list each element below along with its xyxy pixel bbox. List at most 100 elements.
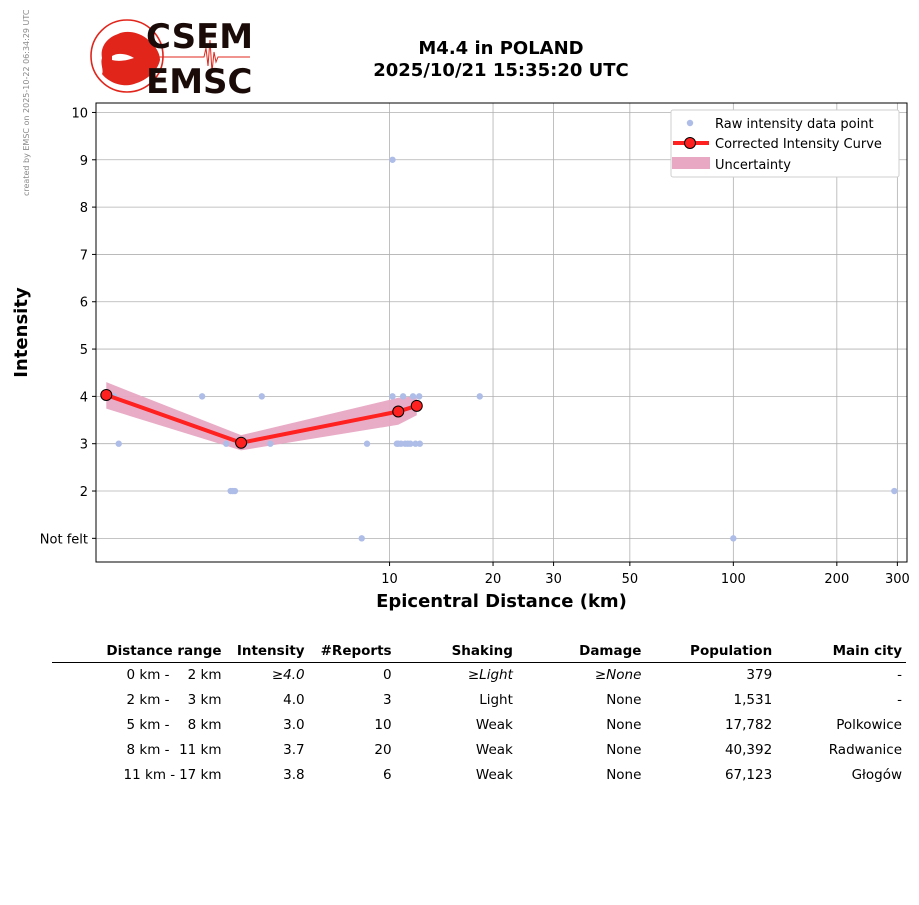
raw-data-point (407, 440, 414, 447)
cell-population: 379 (746, 667, 773, 683)
cell-reports: 10 (374, 717, 392, 733)
raw-data-point (399, 393, 407, 400)
distance-to: 8 km (187, 717, 222, 733)
cell-shaking: ≥Light (467, 667, 513, 683)
logo-globe-ring (90, 19, 164, 93)
cell-damage: None (606, 717, 642, 733)
x-tick-label: 200 (824, 572, 849, 587)
raw-data-point (198, 393, 206, 400)
header-shaking: Shaking (395, 639, 517, 663)
cell-population: 67,123 (724, 767, 773, 783)
distance-from: 0 km - (126, 667, 170, 683)
cell-reports: 20 (374, 742, 392, 758)
uncertainty-band (106, 382, 417, 451)
header-intensity: Intensity (225, 639, 309, 663)
cell-intensity: ≥4.0 (271, 667, 305, 683)
raw-data-point (223, 440, 230, 447)
table-row: 0 km - 2 km ≥4.0 0 ≥Light ≥None 379 - (52, 663, 906, 689)
x-tick-label: 300 (885, 572, 910, 587)
cell-damage: None (606, 767, 642, 783)
cell-damage: ≥None (594, 667, 642, 683)
table-row: 8 km - 11 km 3.7 20 Weak None 40,392 Radwanice (52, 738, 906, 763)
y-axis-title: Intensity (11, 287, 32, 378)
cell-population: 17,782 (724, 717, 773, 733)
cell-population: 1,531 (733, 692, 773, 708)
cell-intensity: 4.0 (283, 692, 305, 708)
header-population: Population (645, 639, 777, 663)
table-header-row: Distance range Intensity #Reports Shakin… (52, 639, 906, 663)
distance-to: 2 km (187, 667, 222, 683)
cell-shaking: Light (479, 692, 513, 708)
header-distance-range: Distance range (52, 639, 226, 663)
corrected-intensity-line (105, 393, 418, 445)
header-damage: Damage (516, 639, 646, 663)
header-main-city: Main city (776, 639, 906, 663)
y-tick-label: 5 (80, 343, 88, 358)
cell-reports: 0 (382, 667, 392, 683)
y-tick-label: 6 (80, 296, 88, 311)
cell-main-city: Polkowice (836, 717, 902, 733)
table-row: 2 km - 3 km 4.0 3 Light None 1,531 - (52, 688, 906, 713)
cell-main-city: - (897, 692, 902, 708)
raw-data-point (416, 440, 424, 447)
y-tick-label: 3 (80, 438, 88, 453)
legend-curve-marker (684, 137, 696, 149)
csem-emsc-logo: CSEM EMSC (90, 18, 253, 98)
corrected-curve-marker (235, 436, 248, 449)
distance-to: 11 km (179, 742, 222, 758)
distance-from: 11 km - (123, 767, 176, 783)
legend-box (670, 109, 900, 178)
table-body: 0 km - 2 km ≥4.0 0 ≥Light ≥None 379 - 2 km - 3 km… (52, 663, 906, 789)
cell-population: 40,392 (724, 742, 773, 758)
raw-data-point (358, 535, 365, 542)
raw-data-point (409, 393, 417, 400)
x-tick-label: 50 (622, 572, 639, 587)
intensity-summary-table: Distance range Intensity #Reports Shakin… (52, 639, 906, 788)
raw-data-point (389, 156, 396, 163)
distance-from: 2 km - (126, 692, 170, 708)
raw-data-point (730, 535, 737, 542)
y-tick-label: 9 (80, 154, 88, 169)
logo-europe-gap (112, 53, 134, 61)
table-row: 5 km - 8 km 3.0 10 Weak None 17,782 Polkowice (52, 713, 906, 738)
cell-reports: 6 (382, 767, 392, 783)
cell-damage: None (606, 692, 642, 708)
raw-data-point (267, 440, 274, 447)
header-reports: #Reports (308, 639, 396, 663)
raw-data-point (231, 487, 239, 495)
logo-text-emsc: EMSC (146, 62, 253, 98)
corrected-curve-marker (100, 388, 113, 401)
cell-shaking: Weak (475, 742, 513, 758)
cell-distance-range: 5 km - 8 km (52, 713, 226, 738)
distance-to: 17 km (179, 767, 222, 783)
corrected-curve-marker (410, 399, 423, 412)
y-tick-label: 10 (71, 106, 88, 121)
plot-frame (95, 102, 908, 563)
cell-main-city: Radwanice (828, 742, 902, 758)
legend-uncertainty-swatch (672, 157, 710, 169)
cell-shaking: Weak (475, 717, 513, 733)
x-tick-label: 10 (381, 572, 398, 587)
distance-from: 8 km - (126, 742, 170, 758)
logo-text-csem: CSEM (146, 18, 253, 57)
table-row: 11 km -17 km 3.8 6 Weak None 67,123 Głogów (52, 763, 906, 788)
cell-distance-range: 0 km - 2 km (52, 663, 226, 689)
logo-seismogram (200, 39, 250, 73)
y-tick-label: Not felt (40, 532, 88, 547)
chart-title: M4.4 in POLAND (418, 38, 584, 59)
raw-data-point (258, 393, 265, 400)
intensity-chart: 10 20 30 50 100 200 300 Not felt 2 3 4 5 6 7 8 9 10 Epice… (11, 102, 910, 612)
raw-data-point (476, 393, 483, 400)
raw-data-point (115, 440, 122, 447)
cell-distance-range: 2 km - 3 km (52, 688, 226, 713)
cell-main-city: Głogów (851, 767, 902, 783)
raw-data-point (416, 393, 423, 400)
y-tick-label: 4 (80, 390, 88, 405)
cell-distance-range: 11 km -17 km (52, 763, 226, 788)
raw-data-point (891, 487, 898, 495)
legend-entry-label: Uncertainty (715, 158, 791, 173)
legend-raw-marker (686, 119, 694, 127)
y-tick-label: 2 (80, 485, 88, 500)
cell-main-city: - (897, 667, 902, 683)
chart-subtitle: 2025/10/21 15:35:20 UTC (373, 60, 629, 81)
